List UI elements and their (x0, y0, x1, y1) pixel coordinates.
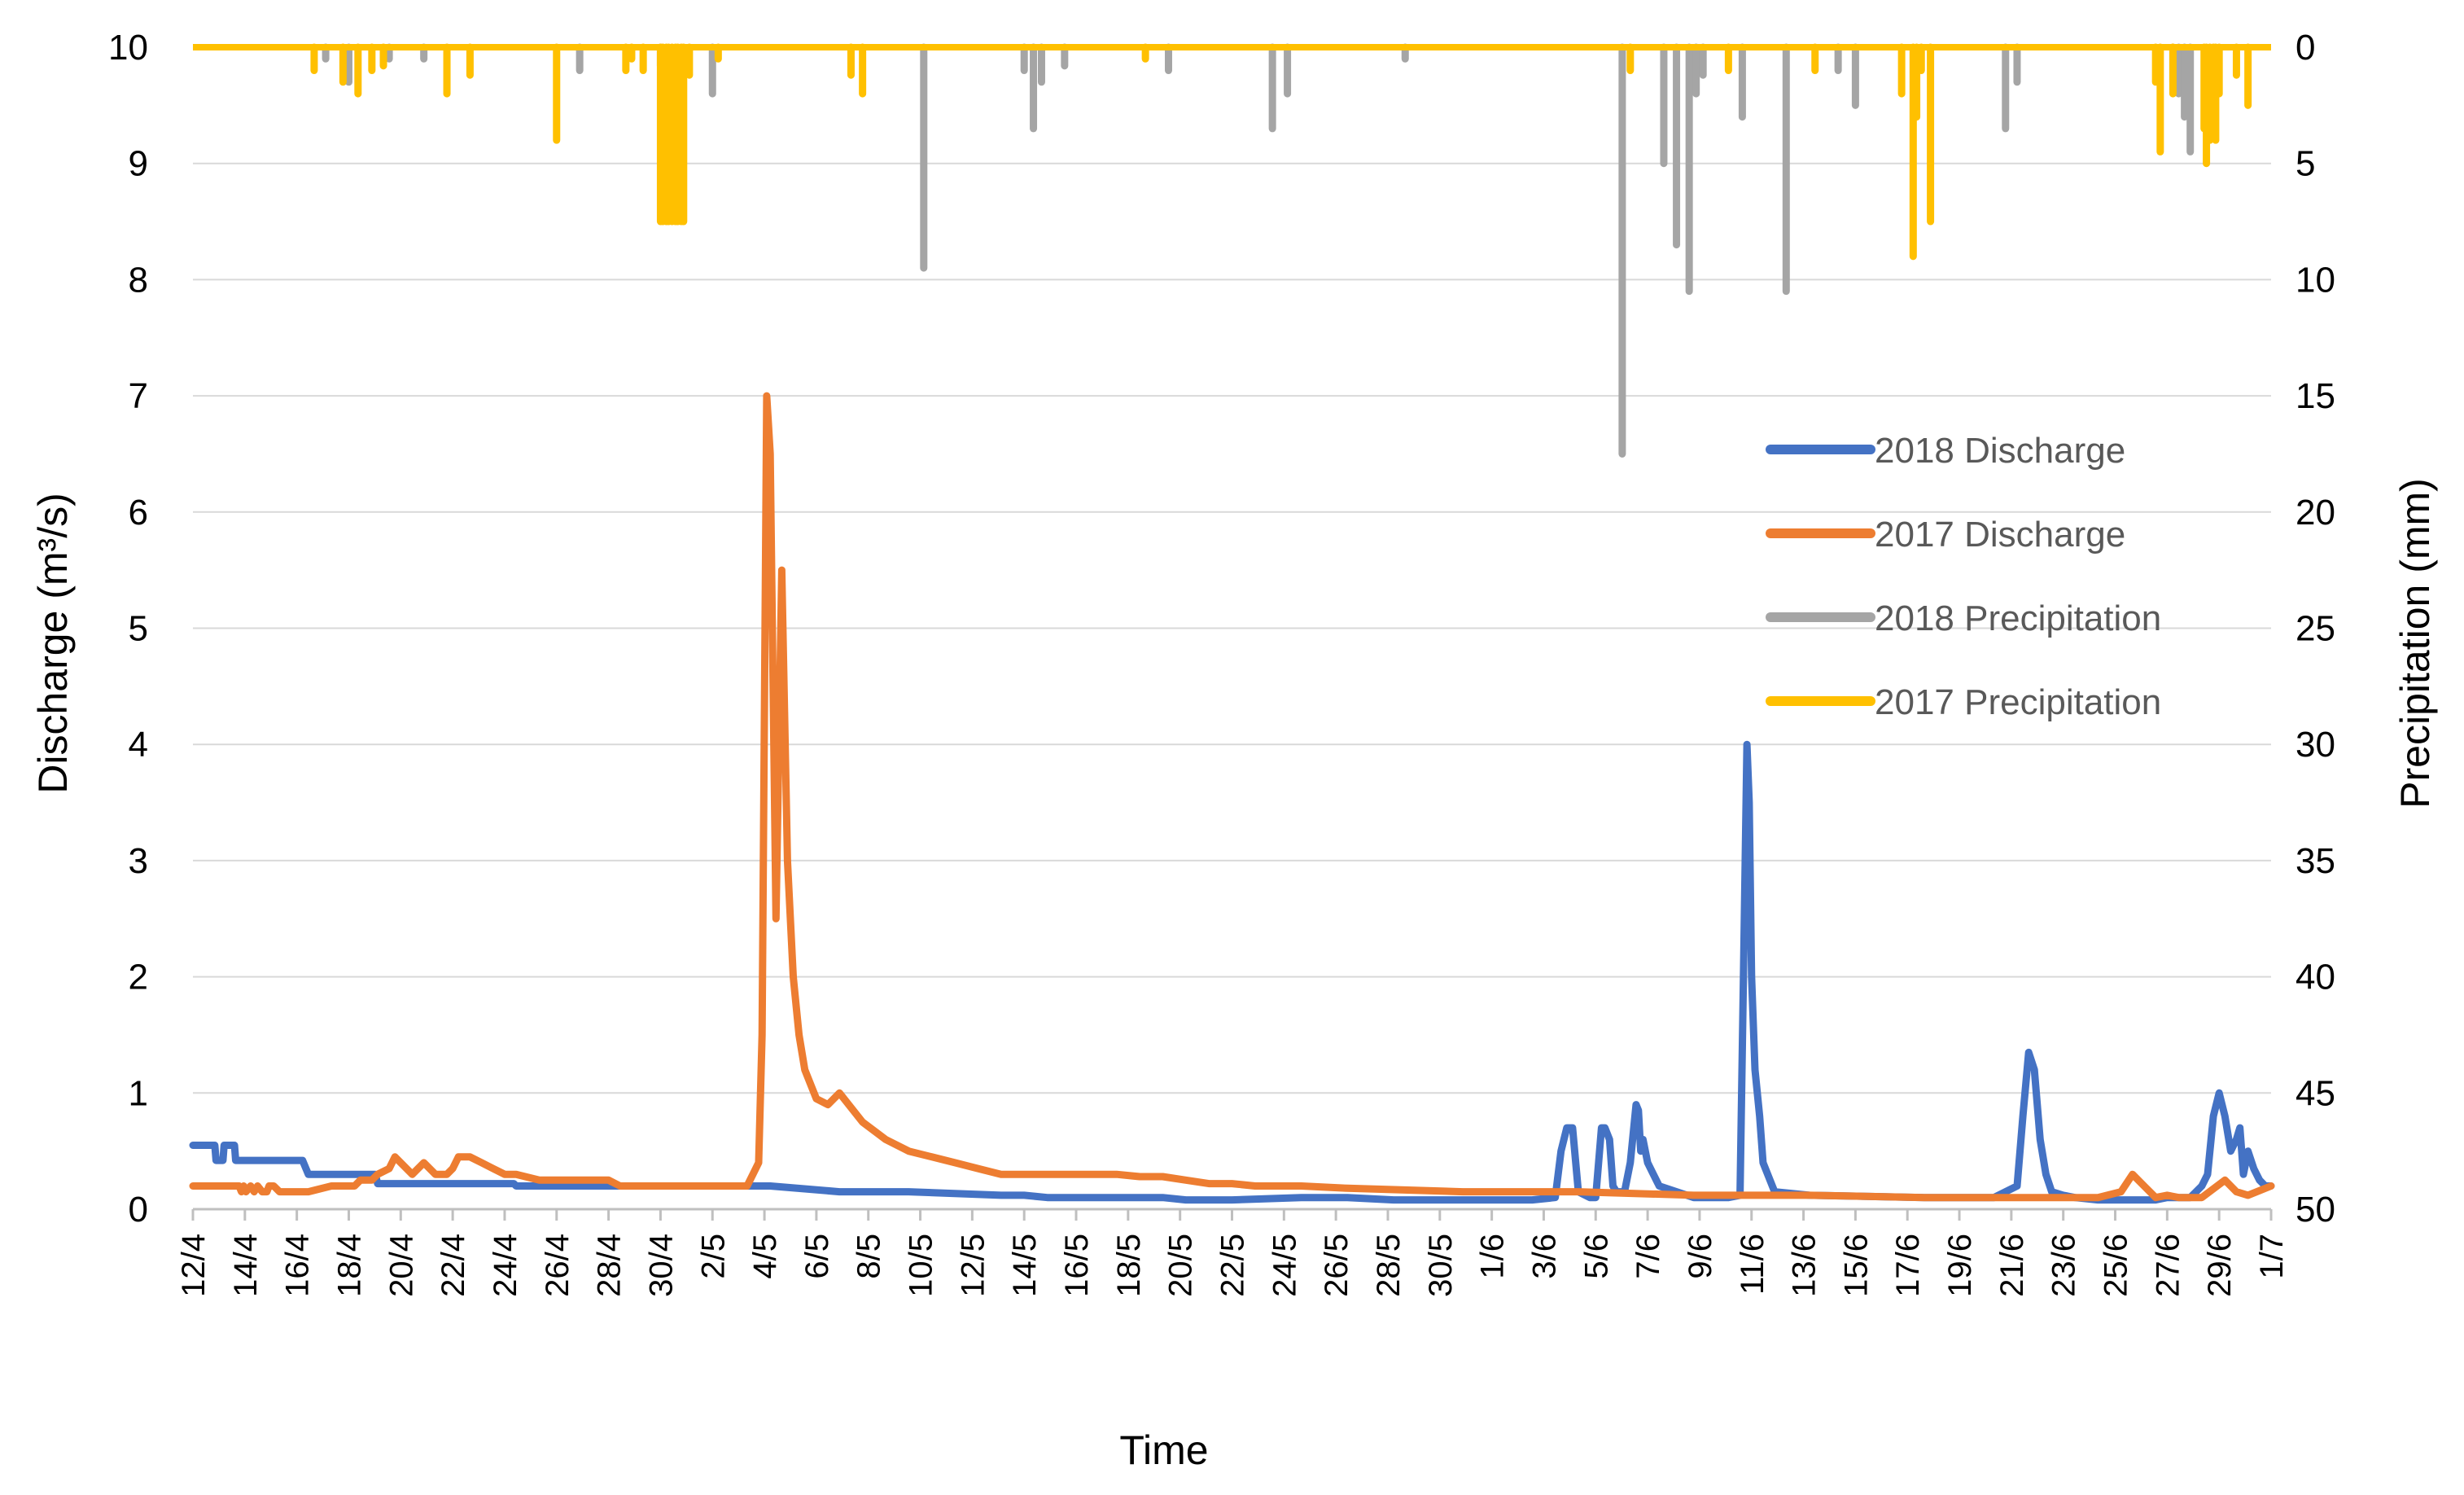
y-axis-title: Discharge (m³/s) (30, 493, 76, 793)
y-tick-label: 2 (129, 958, 148, 997)
legend-label-2018-discharge: 2018 Discharge (1875, 431, 2125, 471)
y2-tick-label: 5 (2296, 144, 2315, 184)
x-tick-label: 10/5 (904, 1234, 939, 1297)
x-tick-label: 19/6 (1942, 1234, 1978, 1297)
y-tick-label: 4 (129, 725, 148, 765)
legend: 2018 Discharge 2017 Discharge 2018 Preci… (1766, 431, 2161, 722)
x-tick-label: 12/4 (176, 1234, 212, 1297)
series-2017-precipitation (193, 43, 2271, 261)
x-tick-label: 22/4 (435, 1234, 471, 1297)
x-tick-label: 15/6 (1838, 1234, 1874, 1297)
x-tick-label: 30/4 (643, 1234, 679, 1297)
series-2018-precipitation (193, 43, 2271, 458)
precipitation-series (193, 43, 2271, 458)
x-tick-label: 18/4 (331, 1234, 367, 1297)
x-tick-label: 5/6 (1578, 1234, 1614, 1279)
gridlines (193, 46, 2271, 1094)
x-tick-label: 11/6 (1735, 1234, 1770, 1295)
axes (191, 1208, 2273, 1221)
y2-tick-label: 25 (2296, 609, 2335, 649)
x-tick-label: 9/6 (1683, 1234, 1718, 1279)
x-tick-label: 16/5 (1059, 1234, 1095, 1297)
x-tick-label: 21/6 (1994, 1234, 2030, 1297)
x-tick-label: 8/5 (851, 1234, 887, 1279)
x-tick-label: 13/6 (1787, 1234, 1823, 1297)
x-tick-label: 23/6 (2046, 1234, 2082, 1297)
x-tick-label: 16/4 (280, 1234, 316, 1297)
y-tick-label: 9 (129, 144, 148, 184)
x-tick-label: 18/5 (1111, 1234, 1147, 1297)
discharge-series (189, 392, 2275, 1204)
x-tick-labels: 12/4 14/4 16/4 18/4 20/4 22/4 24/4 26/4 28/4 30/4… (176, 1234, 2290, 1297)
legend-label-2017-precipitation: 2017 Precipitation (1875, 682, 2161, 722)
y2-tick-label: 40 (2296, 958, 2335, 997)
y-tick-label: 3 (129, 841, 148, 881)
y2-tick-label: 35 (2296, 841, 2335, 881)
x-tick-label: 3/6 (1526, 1234, 1562, 1279)
y-tick-label: 6 (129, 493, 148, 533)
x-tick-label: 22/5 (1215, 1234, 1251, 1297)
x-tick-label: 6/5 (799, 1234, 835, 1279)
x-tick-label: 20/5 (1163, 1234, 1199, 1297)
y-tick-labels: 0 1 2 3 4 5 6 7 8 9 10 (108, 28, 148, 1230)
y-tick-label: 0 (129, 1190, 148, 1230)
x-tick-label: 28/4 (592, 1234, 628, 1297)
x-tick-label: 7/6 (1630, 1234, 1666, 1279)
y2-tick-label: 45 (2296, 1073, 2335, 1113)
x-tick-label: 24/4 (488, 1234, 523, 1297)
x-tick-label: 26/4 (540, 1234, 576, 1297)
series-2018-discharge (189, 740, 2275, 1204)
y2-tick-label: 10 (2296, 260, 2335, 300)
x-tick-label: 17/6 (1890, 1234, 1926, 1297)
x-tick-label: 27/6 (2150, 1234, 2186, 1297)
series-2017-discharge (189, 392, 2275, 1202)
x-tick-label: 26/5 (1319, 1234, 1355, 1297)
x-tick-label: 25/6 (2099, 1234, 2134, 1297)
x-tick-label: 2/5 (695, 1234, 731, 1279)
y2-tick-label: 50 (2296, 1190, 2335, 1230)
y2-tick-labels: 0 5 10 15 20 25 30 35 40 45 50 (2296, 28, 2335, 1230)
y2-tick-label: 30 (2296, 725, 2335, 765)
x-tick-label: 30/5 (1423, 1234, 1459, 1297)
y2-tick-label: 15 (2296, 376, 2335, 416)
y-tick-label: 10 (108, 28, 148, 68)
x-tick-label: 24/5 (1267, 1234, 1302, 1297)
x-axis-title: Time (1119, 1427, 1208, 1473)
x-tick-label: 12/5 (955, 1234, 991, 1297)
y-tick-label: 5 (129, 609, 148, 649)
y-tick-label: 7 (129, 376, 148, 416)
x-tick-label: 14/4 (228, 1234, 264, 1297)
y2-axis-title: Precipitation (mm) (2392, 478, 2438, 809)
x-tick-label: 29/6 (2202, 1234, 2238, 1297)
x-tick-label: 1/6 (1475, 1234, 1511, 1279)
x-tick-label: 4/5 (747, 1234, 783, 1279)
x-tick-label: 1/7 (2254, 1234, 2290, 1279)
y2-tick-label: 20 (2296, 493, 2335, 533)
legend-label-2017-discharge: 2017 Discharge (1875, 515, 2125, 555)
legend-label-2018-precipitation: 2018 Precipitation (1875, 598, 2161, 638)
y-tick-label: 8 (129, 260, 148, 300)
x-tick-label: 28/5 (1371, 1234, 1407, 1297)
x-tick-label: 14/5 (1007, 1234, 1043, 1297)
x-tick-label: 20/4 (383, 1234, 419, 1297)
y-tick-label: 1 (129, 1073, 148, 1113)
y2-tick-label: 0 (2296, 28, 2315, 68)
